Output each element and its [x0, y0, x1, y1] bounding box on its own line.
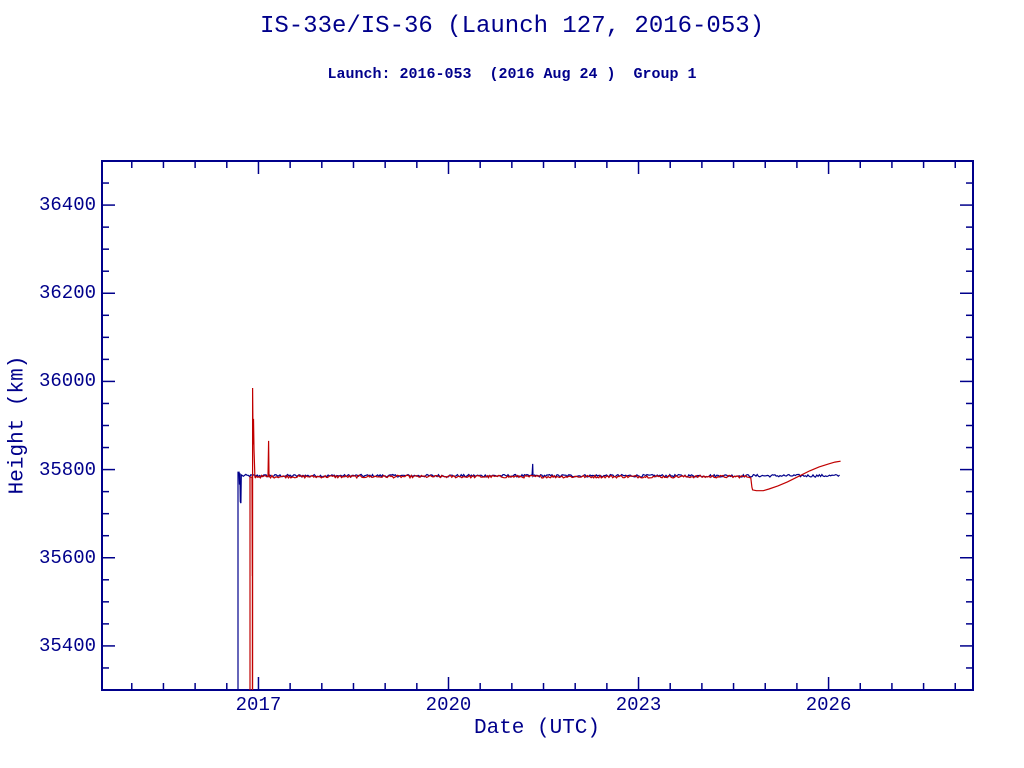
x-tick-label: 2026 [805, 694, 852, 716]
x-axis-label: Date (UTC) [473, 717, 601, 740]
chart-title: IS-33e/IS-36 (Launch 127, 2016-053) [259, 13, 765, 40]
series-line-is36 [249, 387, 841, 690]
y-tick-label: 36200 [38, 282, 96, 305]
y-tick-label: 35400 [38, 634, 96, 657]
series-line-is33e [237, 463, 840, 690]
y-tick-label: 35800 [38, 458, 96, 481]
y-tick-label: 36000 [38, 370, 96, 393]
x-tick-label: 2023 [615, 694, 662, 716]
plot-frame [101, 160, 974, 691]
x-tick-label: 2020 [425, 694, 472, 716]
chart-subtitle: Launch: 2016-053 (2016 Aug 24 ) Group 1 [327, 66, 697, 83]
x-tick-label: 2017 [235, 694, 282, 716]
y-tick-label: 36400 [38, 194, 96, 217]
y-tick-label: 35600 [38, 546, 96, 569]
